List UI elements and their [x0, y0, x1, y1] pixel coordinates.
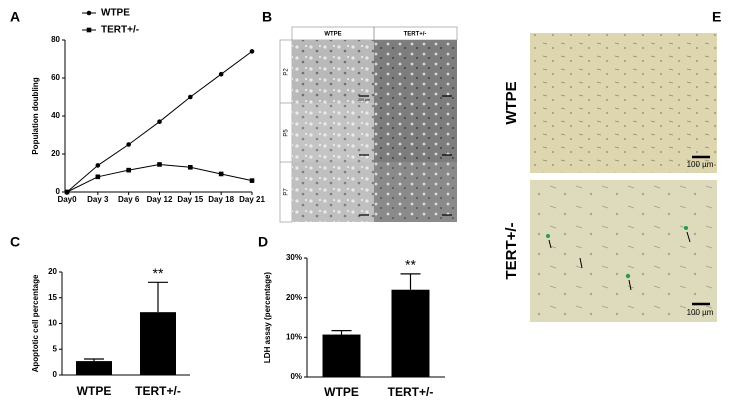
x-tick-label: Day 18	[208, 195, 234, 204]
x-tick-label: TERT+/-	[388, 385, 434, 399]
x-tick-label: WTPE	[324, 385, 359, 399]
panel-label: B	[262, 9, 272, 25]
scale-bar	[692, 155, 710, 306]
marker	[249, 49, 255, 54]
row-label: P7	[284, 188, 290, 196]
marker	[218, 171, 224, 177]
y-tick-label: 20%	[286, 293, 302, 302]
scale-label: 100 µm	[687, 308, 714, 317]
annotation: **	[405, 257, 416, 273]
bar	[322, 334, 361, 377]
x-tick-label: Day 15	[177, 195, 203, 204]
x-tick-label: Day0	[57, 195, 77, 204]
x-tick-label: TERT+/-	[135, 384, 181, 398]
marker	[157, 119, 162, 124]
scale-bar	[359, 95, 452, 216]
x-tick-label: Day 6	[118, 195, 140, 204]
marker	[126, 167, 131, 173]
y-axis-label: Apoptotic cell percentage	[31, 274, 40, 372]
x-tick-label: WTPE	[77, 384, 112, 398]
marker	[188, 94, 193, 100]
y-tick-label: 20	[48, 267, 57, 276]
micrograph	[530, 180, 717, 322]
micrographs	[292, 40, 457, 222]
column-header: TERT+/-	[404, 32, 427, 38]
marker	[64, 189, 70, 195]
x-tick-label: Day 12	[147, 195, 173, 204]
marker	[188, 165, 193, 170]
marker	[95, 163, 101, 168]
y-tick-label: 5	[53, 344, 58, 353]
error-bar	[400, 273, 421, 290]
y-tick-label: 0	[56, 187, 61, 196]
y-tick-label: 15	[48, 293, 57, 302]
column-header: WTPE	[324, 32, 341, 38]
legend-label: TERT+/-	[101, 25, 139, 36]
scale-label: 100 µm	[687, 160, 714, 169]
micrograph	[530, 33, 717, 173]
y-tick-label: 40	[51, 111, 60, 120]
y-tick-label: 80	[51, 35, 60, 44]
y-tick-label: 30%	[286, 253, 302, 262]
panel-label: D	[258, 234, 268, 250]
error-bar	[84, 358, 104, 362]
row-label: WTPE	[503, 81, 520, 124]
marker	[218, 71, 224, 77]
x-tick-label: Day 3	[87, 195, 109, 204]
scale-label: 200 µm	[358, 98, 370, 102]
y-tick-label: 0%	[290, 372, 302, 381]
annotation: **	[153, 265, 164, 281]
bar	[140, 312, 176, 375]
row-label: P5	[284, 129, 290, 137]
x-tick-label: Day 21	[239, 195, 265, 204]
marker	[126, 142, 131, 147]
bar	[391, 289, 430, 377]
row-label: TERT+/-	[503, 222, 520, 279]
y-tick-label: 10	[48, 319, 57, 328]
y-tick-label: 10%	[286, 332, 302, 341]
row-label: P2	[284, 68, 290, 76]
marked-cells	[546, 226, 691, 291]
legend-label: WTPE	[101, 8, 130, 19]
error-bar	[331, 329, 352, 335]
bar	[76, 361, 112, 375]
y-axis-label: Population doubling	[31, 77, 40, 154]
y-tick-label: 60	[51, 73, 60, 82]
marker	[249, 178, 255, 183]
panel-label: C	[10, 234, 20, 250]
error-bar	[148, 281, 168, 313]
panel-label: A	[10, 9, 20, 25]
panel-label: E	[712, 9, 721, 25]
marker	[95, 174, 101, 180]
y-tick-label: 20	[51, 149, 60, 158]
y-axis-label: LDH assay (percentage)	[263, 272, 272, 363]
y-tick-label: 0	[53, 370, 58, 379]
legend-marker	[86, 10, 92, 16]
marker	[157, 162, 162, 167]
legend-marker	[86, 27, 92, 33]
